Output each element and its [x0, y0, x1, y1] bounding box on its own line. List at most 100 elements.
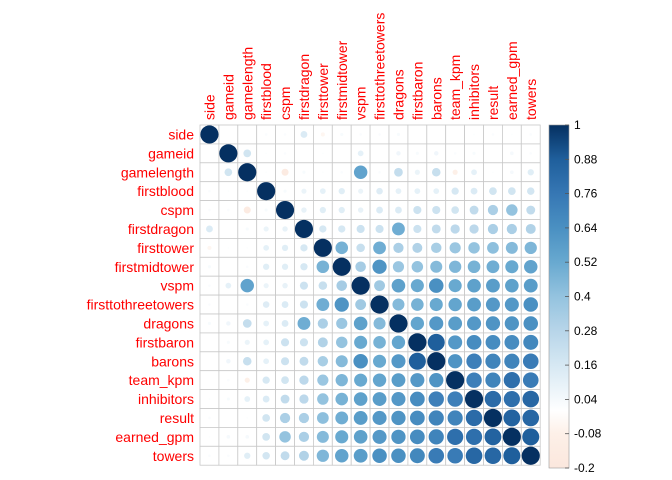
correlation-circle [391, 335, 406, 350]
correlation-circle [428, 447, 445, 464]
correlation-circle [447, 410, 463, 426]
correlation-circle [378, 170, 381, 174]
correlation-circle [246, 190, 249, 193]
grid-cell [407, 124, 428, 145]
correlation-circle [317, 374, 329, 386]
row-label: team_kpm [129, 372, 194, 388]
correlation-circle [529, 152, 533, 155]
column-label: firstdragon [296, 54, 312, 120]
correlation-circle [372, 259, 387, 274]
correlation-circle [246, 417, 249, 419]
correlation-circle [485, 334, 501, 350]
correlation-circle [523, 334, 539, 350]
colorbar-tick-label: 0.76 [574, 187, 598, 201]
correlation-circle [299, 356, 309, 366]
grid-cell [199, 351, 220, 372]
correlation-circle [208, 398, 211, 400]
correlation-circle [504, 353, 520, 369]
correlation-circle [263, 283, 269, 289]
colorbar-tick-label: 0.04 [574, 392, 598, 406]
correlation-circle [356, 243, 365, 253]
correlation-circle [207, 245, 212, 250]
correlation-circle [414, 169, 420, 175]
correlation-circle [483, 408, 503, 428]
correlation-circle [392, 261, 405, 273]
correlation-circle [447, 391, 463, 407]
correlation-circle [208, 189, 211, 193]
correlation-circle [227, 208, 230, 212]
correlation-circle [391, 448, 406, 464]
correlation-circle [414, 188, 421, 195]
correlation-circle [485, 353, 501, 369]
correlation-circle [487, 204, 499, 216]
correlation-circle [300, 244, 308, 252]
correlation-circle [224, 168, 233, 177]
correlation-circle [449, 260, 462, 273]
correlation-circle [208, 454, 211, 458]
correlation-circle [245, 435, 250, 439]
colorbar-tick-label: 0.64 [574, 221, 598, 235]
grid-cell [218, 408, 239, 428]
correlation-circle [351, 276, 370, 295]
correlation-circle [529, 133, 533, 136]
row-label: firstbaron [136, 334, 194, 350]
correlation-circle [208, 416, 211, 420]
correlation-circle [280, 394, 290, 404]
correlation-circle [410, 373, 425, 388]
correlation-circle [282, 282, 288, 289]
correlation-circle [281, 168, 289, 176]
column-label: inhibitors [466, 64, 482, 120]
correlation-circle [321, 171, 324, 174]
correlation-circle [280, 338, 290, 347]
correlation-circle [410, 316, 425, 331]
correlation-circle [283, 133, 287, 136]
correlation-circle [448, 279, 462, 293]
correlation-circle [353, 411, 368, 425]
correlation-circle [372, 448, 387, 464]
correlation-circle [338, 206, 345, 214]
correlation-circle [373, 336, 386, 349]
correlation-circle [373, 317, 386, 330]
correlation-circle [240, 278, 254, 293]
column-label: vspm [353, 87, 369, 120]
correlation-circle [431, 224, 441, 234]
correlation-circle [244, 339, 250, 345]
correlation-circle [335, 449, 349, 463]
correlation-circle [394, 167, 403, 177]
correlation-circle [316, 449, 329, 462]
correlation-circle [335, 392, 349, 406]
correlation-circle [409, 391, 425, 407]
correlation-circle [263, 226, 269, 232]
correlation-circle [226, 340, 230, 344]
correlation-circle [452, 169, 458, 175]
row-label: earned_gpm [115, 429, 194, 445]
correlation-circle [526, 205, 536, 215]
correlation-circle [489, 187, 497, 195]
row-label: towers [153, 448, 194, 464]
correlation-circle [446, 371, 465, 390]
correlation-circle [316, 260, 330, 274]
correlation-circle [208, 303, 211, 306]
correlation-circle [335, 355, 348, 368]
correlation-circle [336, 336, 348, 349]
correlation-circle [200, 125, 219, 144]
correlation-circle [359, 133, 362, 136]
correlation-circle [281, 376, 289, 384]
correlation-circle [525, 223, 536, 234]
colorbar-tick-label: 1 [574, 118, 581, 132]
colorbar-tick-label: -0.2 [574, 461, 595, 475]
correlation-circle [281, 244, 289, 251]
correlation-circle [264, 133, 268, 136]
correlation-circle [245, 227, 249, 231]
correlation-circle [246, 246, 249, 249]
correlation-circle [469, 224, 479, 234]
column-label: gamelength [239, 47, 255, 120]
correlation-circle [335, 430, 349, 444]
correlation-circle [472, 151, 476, 155]
grid-cell [294, 143, 314, 164]
correlation-circle [504, 316, 519, 331]
correlation-circle [299, 300, 309, 309]
correlation-circle [508, 187, 516, 195]
column-label: firsttothreetowers [372, 13, 388, 120]
row-label: side [168, 126, 194, 142]
